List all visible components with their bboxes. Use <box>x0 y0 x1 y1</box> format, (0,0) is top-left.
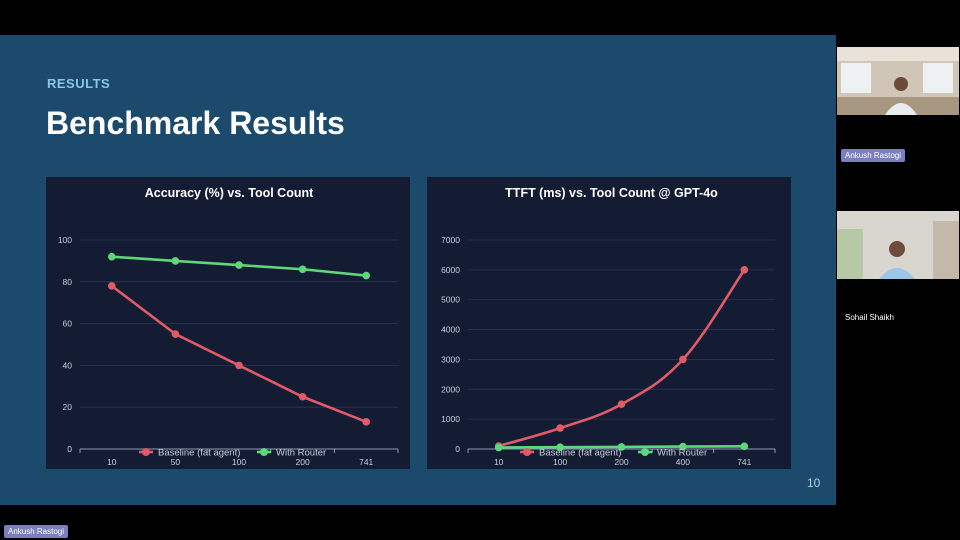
accuracy-chart: Accuracy (%) vs. Tool Count 0 20 40 60 80 100 1… <box>46 177 410 469</box>
video-feed-room-1 <box>837 47 959 115</box>
data-point <box>740 442 749 451</box>
data-point <box>494 443 503 452</box>
y-tick-label: 6000 <box>441 265 460 275</box>
y-tick-label: 0 <box>67 444 72 454</box>
series-line-baseline <box>498 269 746 448</box>
accuracy-chart-svg: Accuracy (%) vs. Tool Count 0 20 40 60 80 100 1… <box>58 186 399 467</box>
participant-name-tag-2: Sohail Shaikh <box>845 313 894 322</box>
ttft-chart-svg: TTFT (ms) vs. Tool Count @ GPT-4o 0 1000 20… <box>441 186 776 467</box>
section-label: RESULTS <box>47 76 111 91</box>
video-feed-room-2 <box>837 211 959 279</box>
legend-label: With Router <box>276 448 326 459</box>
data-point <box>617 400 626 409</box>
series-line-baseline <box>111 284 367 424</box>
x-tick-label: 200 <box>296 457 310 467</box>
x-tick-label: 400 <box>676 457 690 467</box>
ttft-chart: TTFT (ms) vs. Tool Count @ GPT-4o 0 1000 20… <box>427 177 791 469</box>
y-tick-label: 3000 <box>441 354 460 364</box>
y-tick-label: 60 <box>63 319 73 329</box>
y-tick-label: 7000 <box>441 235 460 245</box>
data-point <box>617 443 626 451</box>
slide-title: Benchmark Results <box>46 105 345 141</box>
legend-swatch-marker <box>260 448 268 456</box>
active-speaker-label: Ankush Rastogi <box>4 525 69 538</box>
chart-title: TTFT (ms) vs. Tool Count @ GPT-4o <box>505 186 718 200</box>
data-point <box>108 252 116 261</box>
legend-swatch-marker <box>523 448 531 456</box>
data-point <box>679 355 687 364</box>
x-tick-label: 10 <box>494 457 504 467</box>
data-point <box>556 443 564 452</box>
legend-swatch-marker <box>641 448 649 456</box>
legend-label: Baseline (fat agent) <box>158 448 240 459</box>
participant-name-tag-1: Ankush Rastogi <box>841 149 906 162</box>
data-point <box>235 261 243 269</box>
y-tick-label: 0 <box>455 444 460 454</box>
x-tick-label: 741 <box>737 457 751 467</box>
chart-title: Accuracy (%) vs. Tool Count <box>145 186 314 200</box>
y-tick-label: 100 <box>58 235 72 245</box>
x-tick-label: 200 <box>614 457 628 467</box>
data-point <box>298 392 307 401</box>
y-tick-label: 4000 <box>441 325 460 335</box>
x-tick-label: 741 <box>359 457 373 467</box>
x-tick-label: 100 <box>232 457 246 467</box>
data-point <box>740 266 749 274</box>
data-point <box>171 330 180 338</box>
y-tick-label: 80 <box>63 277 73 287</box>
data-point <box>235 361 243 370</box>
x-tick-label: 50 <box>171 457 181 467</box>
legend-label: With Router <box>657 448 707 459</box>
slide-number: 10 <box>807 476 821 490</box>
data-point <box>171 257 180 265</box>
data-point <box>362 418 371 426</box>
y-tick-label: 5000 <box>441 295 460 305</box>
legend-label: Baseline (fat agent) <box>539 448 621 459</box>
data-point <box>108 282 116 290</box>
data-point <box>556 424 564 432</box>
data-point <box>362 271 371 280</box>
y-tick-label: 1000 <box>441 414 460 424</box>
presentation-slide: RESULTS Benchmark Results Accuracy (%) v… <box>0 35 836 505</box>
y-tick-label: 2000 <box>441 384 460 394</box>
x-tick-label: 10 <box>107 457 117 467</box>
x-tick-label: 100 <box>553 457 567 467</box>
legend-swatch-marker <box>142 448 150 456</box>
y-tick-label: 40 <box>63 360 73 370</box>
participant-video-2[interactable] <box>837 211 959 279</box>
data-point <box>679 442 687 451</box>
participant-video-1[interactable] <box>837 47 959 115</box>
data-point <box>298 265 307 274</box>
y-tick-label: 20 <box>63 402 73 412</box>
